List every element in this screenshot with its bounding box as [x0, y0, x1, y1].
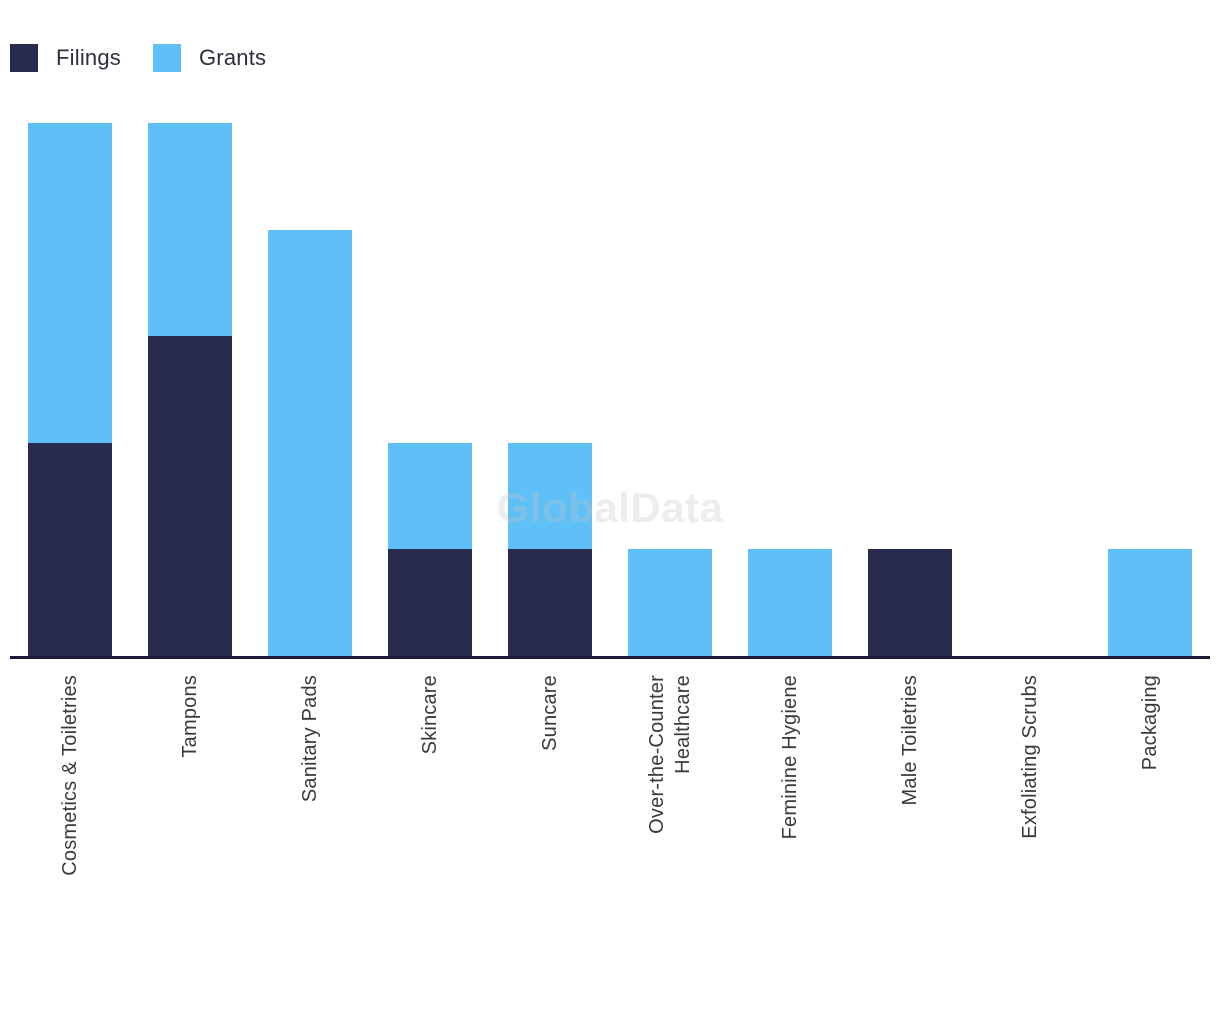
bar-segment-grants-4: [508, 442, 592, 550]
bar-segment-filings-4: [508, 549, 592, 656]
x-axis-label-4: Suncare: [539, 675, 561, 751]
bar-segment-filings-7: [868, 549, 952, 656]
bar-segment-grants-6: [748, 549, 832, 656]
legend-label-grants: Grants: [198, 45, 267, 70]
legend-label-filings: Filings: [56, 45, 121, 70]
bar-segment-filings-3: [388, 549, 472, 656]
x-axis-line: [10, 656, 1210, 659]
x-axis-label-3: Skincare: [419, 675, 441, 755]
x-axis-label-5: Over-the-Counter Healthcare: [646, 675, 694, 834]
x-axis-label-2: Sanitary Pads: [299, 675, 321, 803]
legend-item-filings: Filings: [10, 44, 121, 72]
legend-item-grants: Grants: [152, 44, 267, 72]
bar-segment-grants-3: [388, 442, 472, 550]
bar-segment-filings-1: [148, 336, 232, 656]
x-axis-label-6: Feminine Hygiene: [779, 675, 801, 840]
x-axis-label-0: Cosmetics & Toiletries: [59, 675, 81, 876]
chart-legend: Filings Grants: [10, 44, 266, 72]
x-axis-label-1: Tampons: [179, 675, 201, 758]
bar-segment-grants-0: [28, 123, 112, 443]
bar-segment-grants-9: [1108, 549, 1192, 656]
bar-segment-filings-0: [28, 442, 112, 656]
x-axis-label-7: Male Toiletries: [899, 675, 921, 806]
x-axis-label-8: Exfoliating Scrubs: [1019, 675, 1041, 839]
bar-segment-grants-1: [148, 123, 232, 337]
bar-segment-grants-2: [268, 229, 352, 656]
x-axis-label-9: Packaging: [1139, 675, 1161, 771]
grants-swatch-icon: [152, 44, 181, 72]
filings-swatch-icon: [10, 44, 38, 72]
bar-segment-grants-5: [628, 549, 712, 656]
